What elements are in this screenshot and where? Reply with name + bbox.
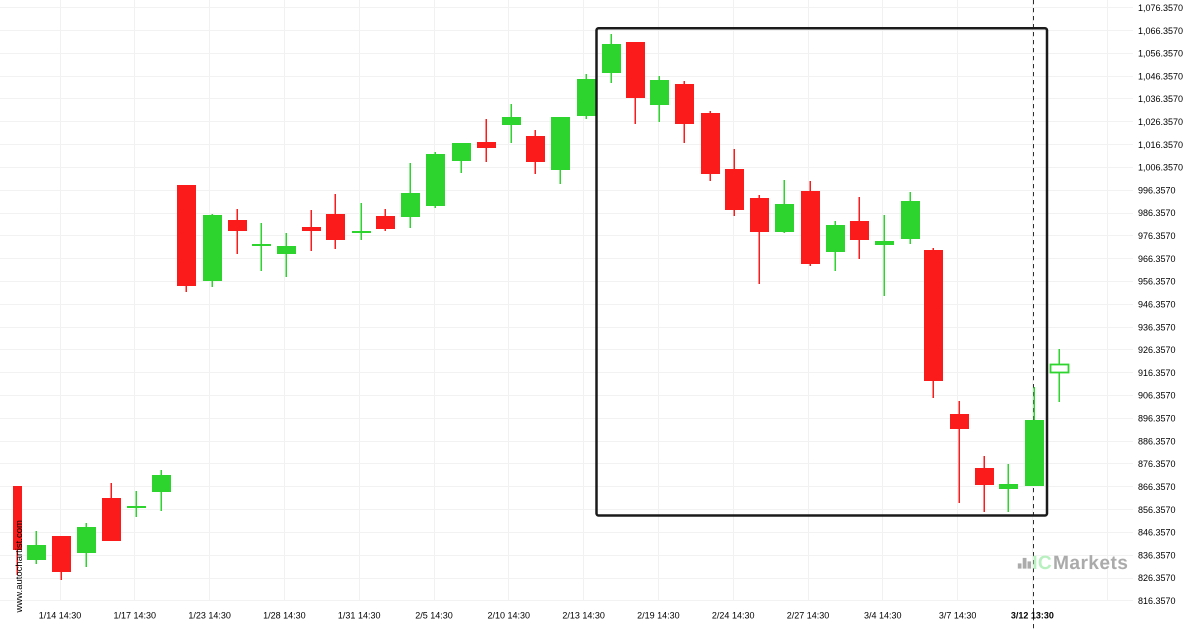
svg-text:2/19 14:30: 2/19 14:30 xyxy=(637,610,680,620)
svg-text:2/13 14:30: 2/13 14:30 xyxy=(562,610,605,620)
svg-text:846.3570: 846.3570 xyxy=(1138,528,1176,538)
svg-text:2/5 14:30: 2/5 14:30 xyxy=(415,610,453,620)
svg-text:1,026.3570: 1,026.3570 xyxy=(1138,117,1183,127)
svg-text:816.3570: 816.3570 xyxy=(1138,596,1176,606)
svg-text:2/10 14:30: 2/10 14:30 xyxy=(488,610,531,620)
svg-text:1/17 14:30: 1/17 14:30 xyxy=(114,610,157,620)
svg-text:996.3570: 996.3570 xyxy=(1138,185,1176,195)
svg-text:1,016.3570: 1,016.3570 xyxy=(1138,140,1183,150)
svg-text:956.3570: 956.3570 xyxy=(1138,277,1176,287)
svg-text:1/14 14:30: 1/14 14:30 xyxy=(39,610,82,620)
svg-text:906.3570: 906.3570 xyxy=(1138,391,1176,401)
svg-text:876.3570: 876.3570 xyxy=(1138,459,1176,469)
svg-text:926.3570: 926.3570 xyxy=(1138,345,1176,355)
svg-text:1,076.3570: 1,076.3570 xyxy=(1138,3,1183,13)
svg-text:1/23 14:30: 1/23 14:30 xyxy=(188,610,231,620)
svg-text:2/27 14:30: 2/27 14:30 xyxy=(787,610,830,620)
svg-text:1,056.3570: 1,056.3570 xyxy=(1138,49,1183,59)
svg-text:www.autochartist.com: www.autochartist.com xyxy=(14,520,25,613)
svg-text:2/24 14:30: 2/24 14:30 xyxy=(712,610,755,620)
svg-text:1,006.3570: 1,006.3570 xyxy=(1138,163,1183,173)
svg-text:1,046.3570: 1,046.3570 xyxy=(1138,71,1183,81)
svg-text:856.3570: 856.3570 xyxy=(1138,505,1176,515)
svg-text:3/4 14:30: 3/4 14:30 xyxy=(864,610,902,620)
svg-text:3/12 13:30: 3/12 13:30 xyxy=(1011,610,1054,620)
svg-text:976.3570: 976.3570 xyxy=(1138,231,1176,241)
svg-text:886.3570: 886.3570 xyxy=(1138,436,1176,446)
svg-text:896.3570: 896.3570 xyxy=(1138,414,1176,424)
svg-text:1,036.3570: 1,036.3570 xyxy=(1138,94,1183,104)
svg-text:836.3570: 836.3570 xyxy=(1138,550,1176,560)
svg-text:1/28 14:30: 1/28 14:30 xyxy=(263,610,306,620)
svg-text:IC: IC xyxy=(1032,553,1052,574)
svg-text:3/7 14:30: 3/7 14:30 xyxy=(939,610,977,620)
svg-text:1/31 14:30: 1/31 14:30 xyxy=(338,610,381,620)
svg-text:866.3570: 866.3570 xyxy=(1138,482,1176,492)
svg-text:936.3570: 936.3570 xyxy=(1138,322,1176,332)
svg-text:916.3570: 916.3570 xyxy=(1138,368,1176,378)
svg-text:986.3570: 986.3570 xyxy=(1138,208,1176,218)
svg-text:1,066.3570: 1,066.3570 xyxy=(1138,26,1183,36)
svg-text:946.3570: 946.3570 xyxy=(1138,299,1176,309)
svg-text:826.3570: 826.3570 xyxy=(1138,573,1176,583)
svg-text:966.3570: 966.3570 xyxy=(1138,254,1176,264)
svg-text:Markets: Markets xyxy=(1053,553,1128,574)
